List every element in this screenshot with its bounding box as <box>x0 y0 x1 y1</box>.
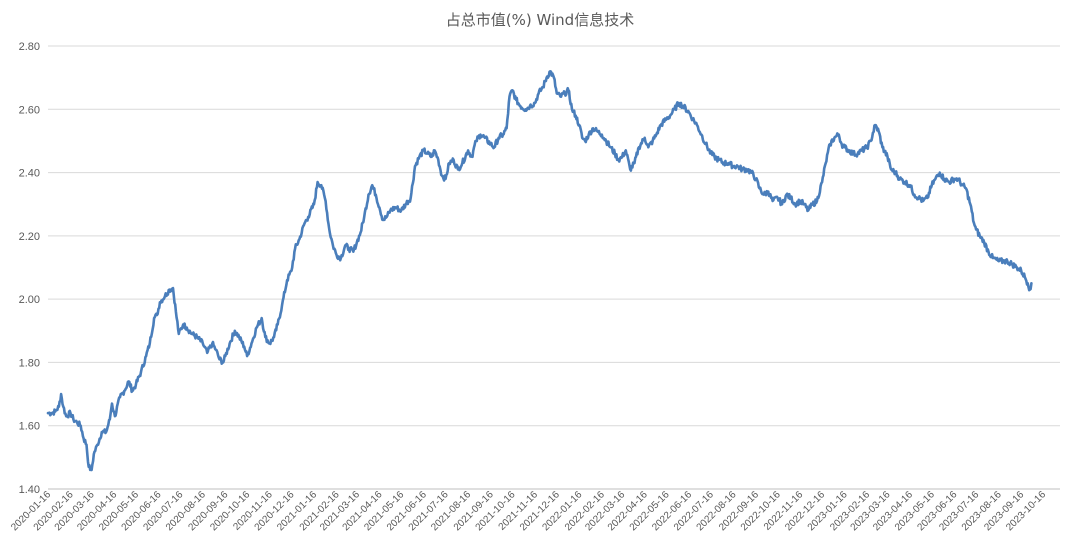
y-tick-label: 2.80 <box>19 41 40 53</box>
y-tick-label: 2.40 <box>19 168 40 180</box>
series-line <box>46 70 1033 472</box>
y-tick-label: 1.80 <box>19 357 40 369</box>
y-tick-label: 1.40 <box>19 484 40 496</box>
y-axis-tick-labels: 1.40 1.60 1.80 2.00 2.20 2.40 2.60 2.80 <box>19 41 40 496</box>
series-layer <box>46 70 1033 472</box>
y-tick-label: 2.20 <box>19 231 40 243</box>
y-tick-label: 2.00 <box>19 294 40 306</box>
chart-title: 占总市值(%) Wind信息技术 <box>446 11 634 29</box>
gridlines <box>48 45 1060 427</box>
y-tick-label: 2.60 <box>19 104 40 116</box>
y-tick-label: 1.60 <box>19 421 40 433</box>
x-axis-tick-labels: 2020-01-162020-02-162020-03-162020-04-16… <box>9 489 1048 533</box>
